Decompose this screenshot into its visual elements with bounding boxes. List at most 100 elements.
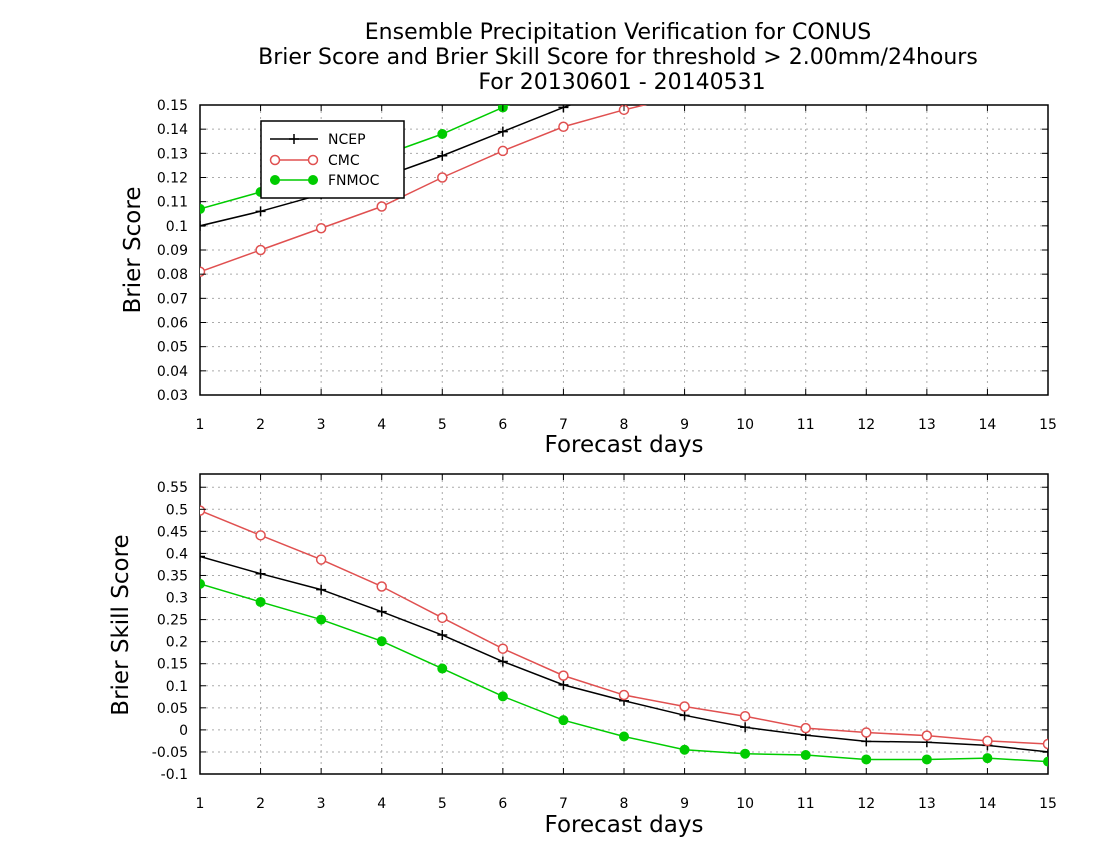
brier-skill-score-cmc-point <box>376 581 387 592</box>
brier-score-y-tick-label: 0.07 <box>157 291 188 307</box>
figure-title-line-1: Ensemble Precipitation Verification for … <box>365 20 871 45</box>
brier-skill-score-x-tick-label: 13 <box>918 796 936 812</box>
brier-score-x-tick-label: 1 <box>196 417 205 433</box>
brier-score-fnmoc-point <box>200 203 205 214</box>
brier-score-y-tick-label: 0.03 <box>157 388 188 404</box>
brier-score-x-ticks: 1 2 3 4 5 6 7 8 9 10 11 12 13 14 15 <box>196 105 1057 433</box>
brier-skill-score-cmc-point <box>739 710 751 722</box>
brier-skill-score-x-axis-title: Forecast days <box>545 812 704 838</box>
brier-skill-score-x-tick-label: 9 <box>680 796 689 812</box>
brier-skill-score-x-tick-label: 1 <box>196 796 205 812</box>
brier-skill-score-y-tick-label: 0.15 <box>157 657 188 673</box>
brier-score-x-tick-label: 3 <box>317 417 326 433</box>
brier-skill-score-fnmoc-point <box>619 731 629 742</box>
brier-score-cmc-point <box>497 145 509 157</box>
brier-score-x-tick-label: 4 <box>377 417 386 433</box>
brier-skill-score-x-tick-label: 3 <box>317 796 326 812</box>
brier-score-x-tick-label: 9 <box>680 417 689 433</box>
brier-score-fnmoc-point <box>437 129 448 139</box>
brier-skill-score-cmc-point <box>558 670 569 681</box>
brier-score-x-tick-label: 15 <box>1039 417 1057 433</box>
brier-skill-score-ncep-point <box>437 630 448 641</box>
legend-marker-fnmoc <box>308 175 318 185</box>
brier-skill-score-ncep-point <box>497 656 508 667</box>
brier-skill-score-y-tick-label: 0.5 <box>166 502 188 518</box>
brier-score-y-tick-label: 0.15 <box>157 98 188 114</box>
brier-score-y-tick-label: 0.06 <box>157 316 188 332</box>
brier-score-y-tick-label: 0.1 <box>166 219 188 235</box>
brier-skill-score-cmc-point <box>255 530 266 541</box>
brier-score-x-tick-label: 10 <box>736 417 754 433</box>
brier-score-y-tick-label: 0.11 <box>157 195 188 211</box>
legend-marker-fnmoc-left <box>270 175 280 185</box>
brier-skill-score-x-tick-label: 4 <box>377 796 386 812</box>
brier-skill-score-x-tick-label: 15 <box>1039 796 1057 812</box>
brier-skill-score-y-axis-title: Brier Skill Score <box>108 534 134 715</box>
brier-skill-score-ncep-point <box>861 736 872 747</box>
legend-entry-cmc: CMC <box>269 153 360 169</box>
brier-skill-score-cmc-point <box>437 612 448 624</box>
brier-score-y-ticks: 0.03 0.04 0.05 0.06 0.07 0.08 0.09 0.1 0.11 0.12 0… <box>157 98 1048 404</box>
brier-skill-score-x-tick-label: 8 <box>620 796 629 812</box>
legend-marker-cmc <box>307 154 319 166</box>
brier-skill-score-fnmoc-point <box>921 754 932 765</box>
brier-skill-score-y-tick-label: 0.1 <box>166 679 188 695</box>
legend-marker-ncep <box>289 134 299 144</box>
brier-score-x-tick-label: 14 <box>979 417 997 433</box>
brier-skill-score-y-tick-label: 0.05 <box>157 701 188 717</box>
brier-skill-score-ncep-point <box>376 606 387 617</box>
brier-score-x-tick-label: 5 <box>438 417 447 433</box>
legend-entry-ncep: NCEP <box>270 132 366 148</box>
brier-skill-score-y-tick-label: -0.1 <box>161 767 188 783</box>
brier-score-cmc-point <box>255 244 266 256</box>
brier-skill-score-ncep-point <box>679 710 690 721</box>
brier-skill-score-x-ticks: 1 2 3 4 5 6 7 8 9 10 11 12 13 14 15 <box>196 474 1057 812</box>
brier-skill-score-cmc-point <box>1042 738 1048 750</box>
brier-skill-score-panel: -0.1 -0.05 0 0.05 0.1 0.15 0.2 0.25 0.3 0.35 0.4 0.… <box>108 473 1057 838</box>
brier-skill-score-y-tick-label: 0.3 <box>166 591 188 607</box>
brier-skill-score-ncep-point <box>558 679 569 690</box>
brier-score-y-tick-label: 0.12 <box>157 171 188 187</box>
brier-skill-score-fnmoc-point <box>200 578 205 589</box>
brier-skill-score-cmc-point <box>861 727 872 738</box>
brier-score-x-tick-label: 11 <box>797 417 815 433</box>
brier-skill-score-x-tick-label: 12 <box>857 796 875 812</box>
brier-skill-score-fnmoc-point <box>800 750 811 761</box>
brier-skill-score-y-tick-label: 0 <box>179 723 188 739</box>
brier-skill-score-ncep-point <box>740 722 751 733</box>
legend-marker-cmc-left <box>269 154 281 166</box>
brier-score-x-tick-label: 12 <box>857 417 875 433</box>
brier-score-y-tick-label: 0.08 <box>157 267 188 283</box>
brier-skill-score-fnmoc-point <box>437 663 448 674</box>
brier-skill-score-ncep-point <box>200 551 205 562</box>
brier-skill-score-cmc-point <box>497 643 509 654</box>
brier-score-x-tick-label: 6 <box>498 417 507 433</box>
brier-score-y-tick-label: 0.04 <box>157 364 188 380</box>
brier-skill-score-cmc-point <box>921 730 933 741</box>
brier-skill-score-cmc-point <box>200 505 206 516</box>
brier-skill-score-y-tick-label: -0.05 <box>152 745 188 761</box>
brier-score-x-tick-label: 7 <box>559 417 568 433</box>
brier-skill-score-fnmoc-point <box>316 614 327 625</box>
brier-skill-score-y-tick-label: 0.4 <box>166 546 188 562</box>
legend-entry-fnmoc: FNMOC <box>270 173 380 189</box>
legend-label-cmc: CMC <box>328 153 360 169</box>
brier-skill-score-y-tick-label: 0.45 <box>157 524 188 540</box>
legend-label-ncep: NCEP <box>328 132 366 148</box>
brier-skill-score-grid <box>200 474 1048 774</box>
brier-skill-score-cmc-point <box>982 735 993 747</box>
brier-skill-score-cmc-point <box>679 701 690 712</box>
brier-skill-score-ncep-point <box>316 584 327 595</box>
brier-skill-score-y-tick-label: 0.2 <box>166 635 188 651</box>
brier-skill-score-y-tick-label: 0.25 <box>157 613 188 629</box>
brier-skill-score-x-tick-label: 11 <box>797 796 815 812</box>
brier-skill-score-cmc-point <box>800 722 811 734</box>
brier-score-cmc-point <box>315 223 327 234</box>
brier-skill-score-fnmoc-point <box>558 715 569 726</box>
brier-score-y-axis-title: Brier Score <box>120 187 146 314</box>
brier-skill-score-fnmoc-point <box>982 753 993 764</box>
brier-score-y-tick-label: 0.05 <box>157 340 188 356</box>
brier-score-y-tick-label: 0.14 <box>157 122 188 138</box>
